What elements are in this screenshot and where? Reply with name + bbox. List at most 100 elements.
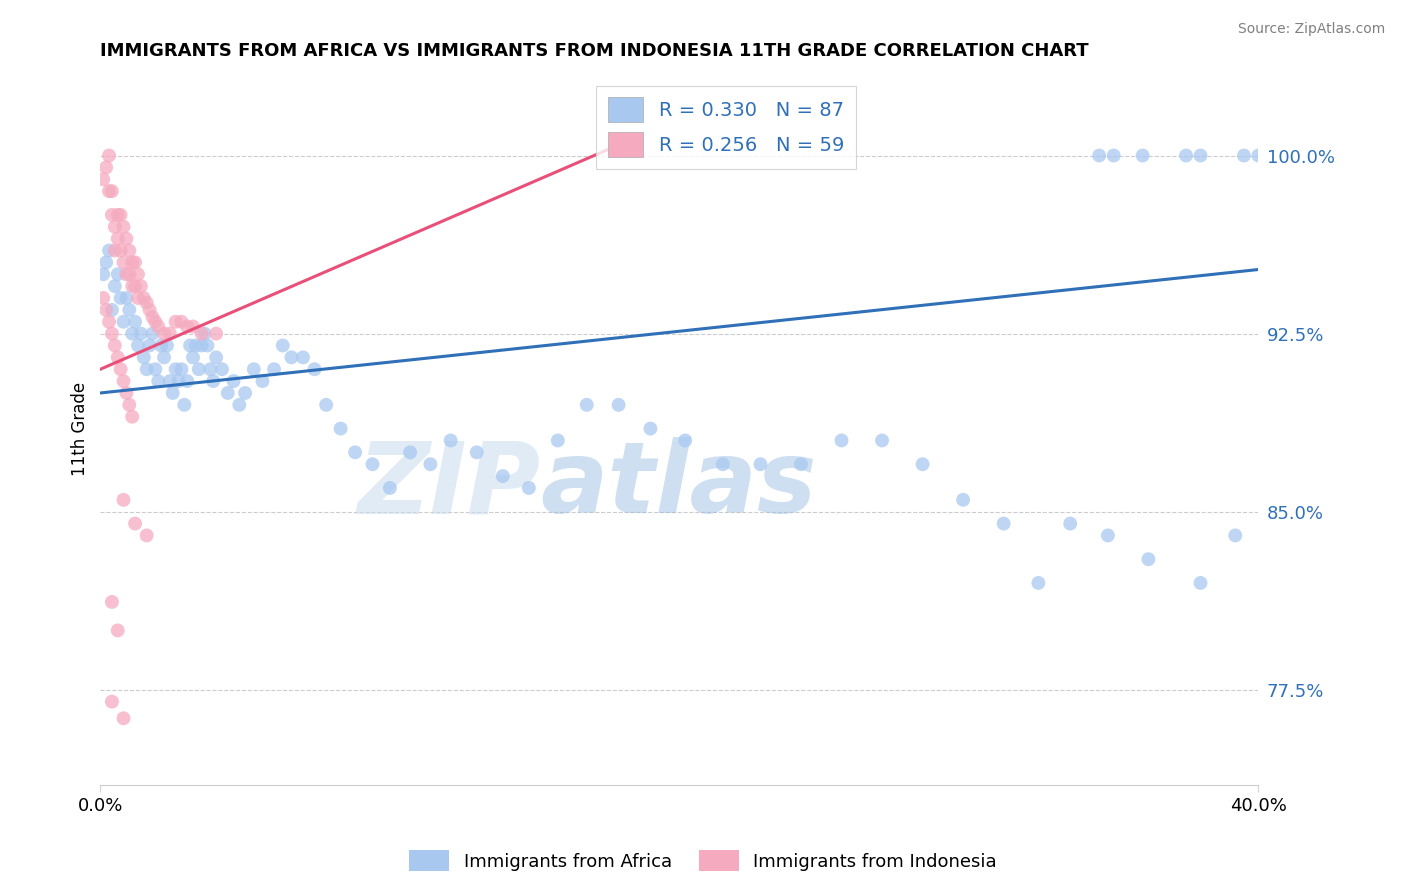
Point [167,374,190,388]
Point [440,434,463,448]
Point [107,208,129,222]
Point [115,267,138,281]
Point [187,362,209,376]
Point [101,184,124,198]
Point [112,255,135,269]
Point [205,351,228,365]
Point [170,315,193,329]
Point [112,492,135,507]
Point [176,319,198,334]
Point [1175,148,1198,162]
Point [1189,148,1212,162]
Point [104,244,127,258]
Point [1225,528,1247,542]
Point [1088,148,1111,162]
Point [98,315,121,329]
Point [115,386,138,401]
Point [329,421,352,435]
Point [1028,576,1050,591]
Point [202,374,225,388]
Point [243,362,266,376]
Text: Source: ZipAtlas.com: Source: ZipAtlas.com [1237,22,1385,37]
Point [162,386,184,401]
Point [110,291,132,305]
Point [124,279,146,293]
Point [127,291,149,305]
Point [153,326,176,341]
Point [104,338,127,352]
Point [121,255,143,269]
Point [205,326,228,341]
Point [170,362,193,376]
Point [124,516,146,531]
Point [952,492,974,507]
Point [165,362,187,376]
Point [101,595,124,609]
Point [159,374,181,388]
Point [129,326,152,341]
Point [148,374,170,388]
Legend: R = 0.330   N = 87, R = 0.256   N = 59: R = 0.330 N = 87, R = 0.256 N = 59 [596,86,856,169]
Point [263,362,285,376]
Point [870,434,893,448]
Point [115,291,138,305]
Point [673,434,696,448]
Point [135,362,157,376]
Point [112,374,135,388]
Point [104,279,127,293]
Point [101,208,124,222]
Point [228,398,250,412]
Point [112,315,135,329]
Point [153,351,176,365]
Point [110,244,132,258]
Point [159,326,181,341]
Point [176,374,198,388]
Point [911,457,934,471]
Legend: Immigrants from Africa, Immigrants from Indonesia: Immigrants from Africa, Immigrants from … [402,843,1004,879]
Point [465,445,488,459]
Point [107,267,129,281]
Point [118,398,141,412]
Point [1137,552,1160,566]
Point [492,469,515,483]
Point [91,291,114,305]
Point [181,351,204,365]
Point [127,267,149,281]
Point [112,219,135,234]
Point [118,244,141,258]
Point [121,326,143,341]
Point [640,421,662,435]
Point [94,255,117,269]
Point [1247,148,1270,162]
Point [1059,516,1081,531]
Point [150,338,173,352]
Point [132,291,155,305]
Point [110,208,132,222]
Point [143,315,166,329]
Point [173,398,195,412]
Point [143,362,166,376]
Point [121,279,143,293]
Point [1132,148,1154,162]
Point [233,386,256,401]
Point [361,457,384,471]
Point [399,445,422,459]
Point [200,362,222,376]
Point [292,351,315,365]
Point [344,445,367,459]
Point [222,374,245,388]
Point [118,302,141,317]
Point [1097,528,1119,542]
Point [121,409,143,424]
Point [107,351,129,365]
Point [138,338,160,352]
Point [749,457,772,471]
Point [135,528,157,542]
Point [112,711,135,725]
Point [101,326,124,341]
Point [315,398,337,412]
Point [101,302,124,317]
Point [711,457,734,471]
Point [419,457,441,471]
Point [129,279,152,293]
